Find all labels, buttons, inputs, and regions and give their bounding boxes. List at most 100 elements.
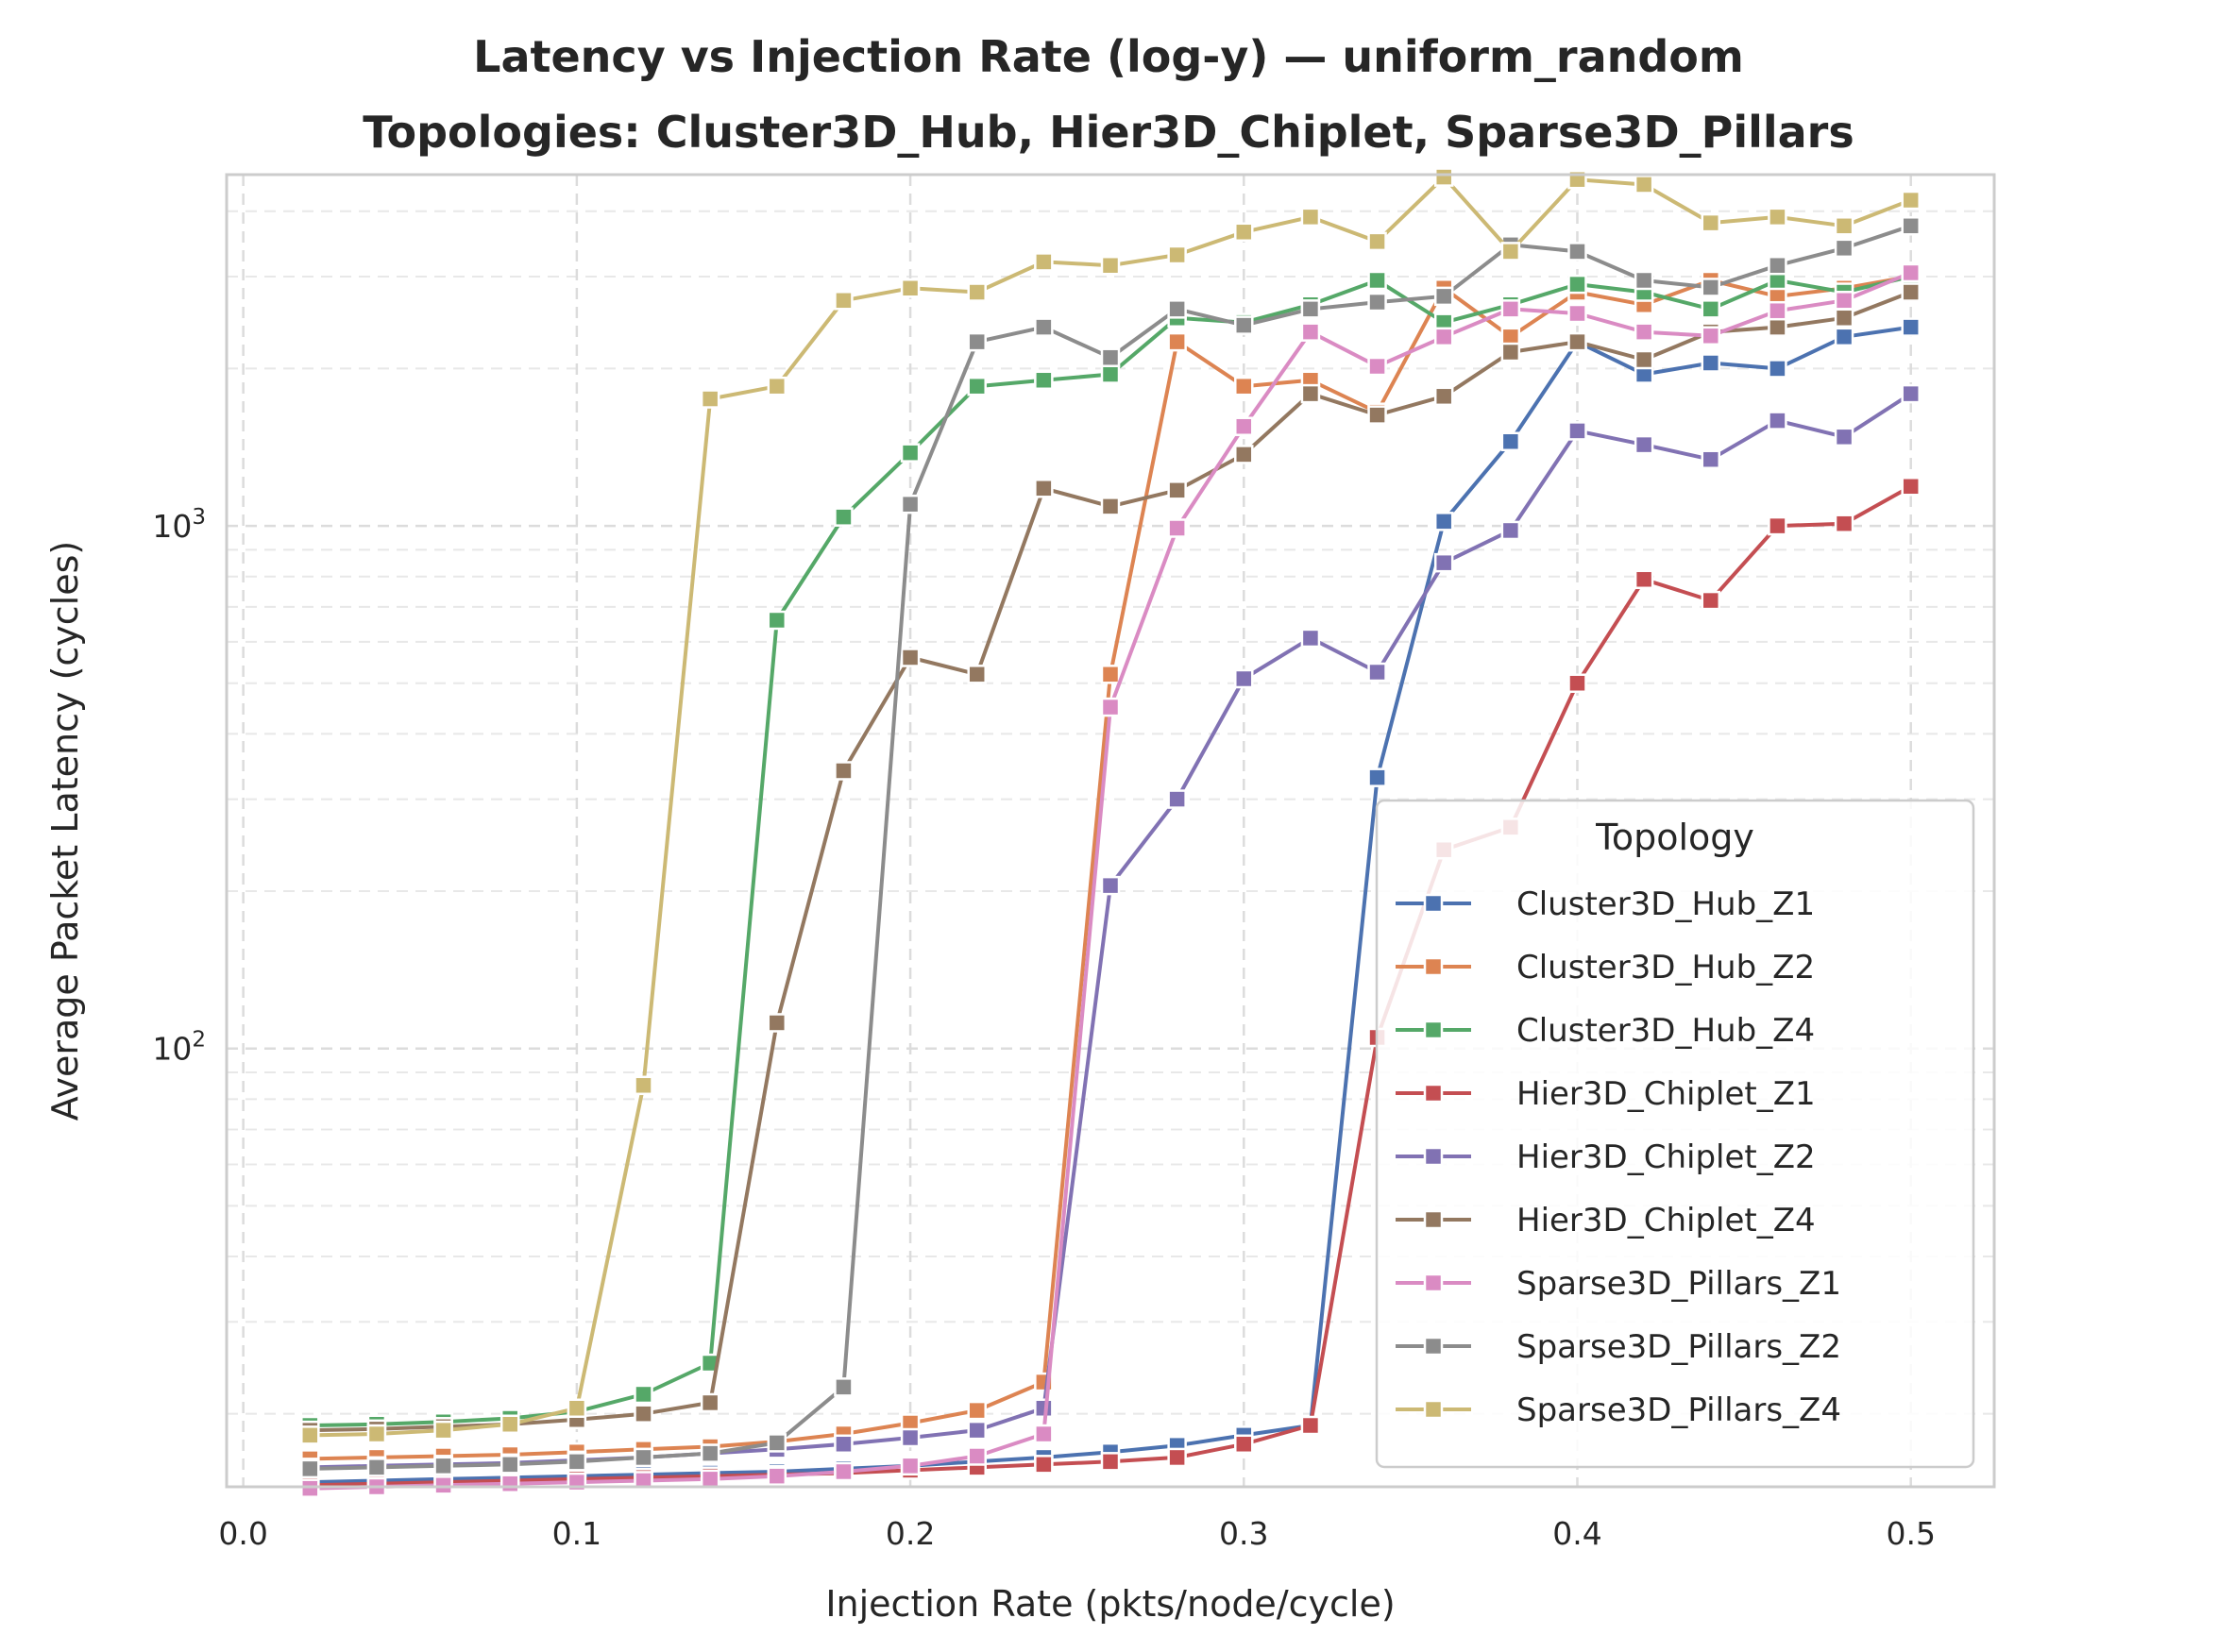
legend-swatch-marker [1423, 1083, 1444, 1104]
data-point [1768, 317, 1787, 337]
data-point [1768, 515, 1787, 536]
data-point [967, 1420, 987, 1441]
data-point [634, 1075, 653, 1096]
data-point [1834, 216, 1854, 236]
data-point [1834, 514, 1854, 533]
legend-label: Cluster3D_Hub_Z1 [1516, 885, 1815, 923]
data-point [900, 648, 921, 667]
data-point [366, 1458, 387, 1477]
legend-item: Hier3D_Chiplet_Z4 [1396, 1202, 1816, 1239]
data-point [499, 1474, 520, 1493]
legend-swatch-marker [1423, 956, 1444, 977]
data-point [1034, 1455, 1054, 1475]
data-point [900, 1427, 921, 1448]
series-Sparse3D_Pillars_Z4 [300, 167, 1921, 1445]
data-point [300, 1425, 320, 1445]
data-point [634, 1447, 653, 1468]
data-point [1367, 270, 1387, 291]
data-point [1100, 665, 1121, 684]
data-point [700, 1443, 720, 1463]
legend-title: Topology [1595, 817, 1754, 858]
data-point [1567, 673, 1587, 693]
data-point [1701, 353, 1721, 373]
data-point [700, 1392, 720, 1413]
legend-swatch-marker [1423, 893, 1444, 914]
data-point [1367, 356, 1387, 377]
data-point [967, 1400, 987, 1421]
data-point [1367, 292, 1387, 312]
data-point [1367, 767, 1387, 787]
data-point [1300, 299, 1321, 319]
x-tick-label: 0.1 [552, 1515, 601, 1552]
chart-title-line1: Latency vs Injection Rate (log-y) — unif… [473, 31, 1744, 82]
data-point [767, 610, 787, 631]
series-lines [300, 167, 1921, 1498]
data-point [1901, 282, 1921, 302]
data-point [1234, 1434, 1254, 1455]
data-point [300, 1478, 320, 1498]
data-point [1500, 342, 1521, 362]
data-point [1433, 286, 1454, 307]
plot-frame [225, 173, 1996, 1489]
data-point [1500, 242, 1521, 261]
data-point [634, 1404, 653, 1424]
y-axis-label: Average Packet Latency (cycles) [44, 541, 86, 1121]
data-point [1500, 520, 1521, 541]
data-point [1300, 628, 1321, 649]
legend-swatch-marker [1423, 1336, 1444, 1357]
data-point [1901, 383, 1921, 404]
data-point [1500, 299, 1521, 319]
data-point [767, 1466, 787, 1486]
data-point [834, 1434, 854, 1455]
data-point [1234, 445, 1254, 464]
data-point [1567, 303, 1587, 324]
data-point [1167, 244, 1187, 265]
data-point [1300, 1415, 1321, 1436]
x-tick-label: 0.0 [218, 1515, 267, 1552]
data-point [1300, 383, 1321, 404]
data-point [1234, 668, 1254, 689]
data-point [1634, 175, 1654, 194]
legend-item: Sparse3D_Pillars_Z4 [1396, 1391, 1841, 1429]
x-tick-label: 0.2 [886, 1515, 935, 1552]
data-point [1300, 207, 1321, 228]
legend-label: Hier3D_Chiplet_Z2 [1516, 1138, 1816, 1176]
data-point [767, 1013, 787, 1033]
data-point [1433, 327, 1454, 347]
y-tick-label: 103 [152, 505, 206, 545]
data-point [900, 278, 921, 298]
data-point [1034, 479, 1054, 498]
data-point [1901, 262, 1921, 283]
data-point [1433, 512, 1454, 531]
legend-item: Sparse3D_Pillars_Z1 [1396, 1265, 1841, 1303]
data-point [1701, 299, 1721, 319]
data-point [1567, 331, 1587, 352]
data-point [1768, 255, 1787, 276]
data-point [1634, 270, 1654, 291]
data-point [1768, 359, 1787, 379]
data-point [1367, 662, 1387, 683]
data-point [1701, 212, 1721, 233]
data-point [1901, 190, 1921, 211]
data-point [834, 1377, 854, 1397]
data-point [967, 282, 987, 302]
data-point [967, 376, 987, 396]
x-tick-label: 0.4 [1552, 1515, 1601, 1552]
data-point [1634, 322, 1654, 342]
data-point [567, 1398, 587, 1418]
data-point [1234, 222, 1254, 243]
data-point [1034, 1424, 1054, 1444]
data-point [1167, 331, 1187, 352]
data-point [1167, 518, 1187, 538]
data-point [1500, 431, 1521, 452]
legend-label: Cluster3D_Hub_Z2 [1516, 949, 1815, 986]
data-point [1901, 477, 1921, 497]
data-point [1701, 326, 1721, 346]
data-point [900, 1456, 921, 1476]
data-point [1834, 308, 1854, 329]
data-point [1167, 1447, 1187, 1468]
data-point [634, 1384, 653, 1405]
data-point [1634, 569, 1654, 590]
legend-swatch-marker [1423, 1146, 1444, 1167]
